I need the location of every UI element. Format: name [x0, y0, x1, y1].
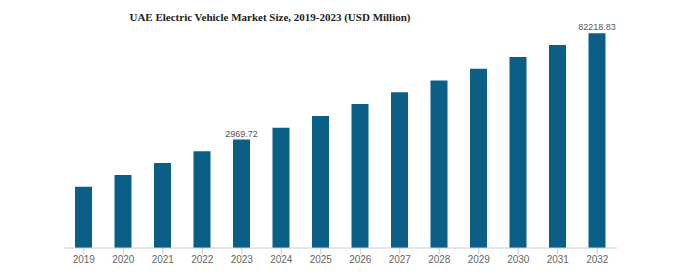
svg-text:2022: 2022 — [191, 254, 214, 265]
svg-text:2030: 2030 — [507, 254, 530, 265]
svg-text:2025: 2025 — [310, 254, 333, 265]
svg-text:2029: 2029 — [468, 254, 491, 265]
svg-text:2032: 2032 — [586, 254, 609, 265]
svg-text:2031: 2031 — [547, 254, 570, 265]
svg-text:2020: 2020 — [112, 254, 135, 265]
svg-text:2027: 2027 — [389, 254, 412, 265]
svg-text:2028: 2028 — [428, 254, 451, 265]
svg-text:2021: 2021 — [152, 254, 175, 265]
svg-text:2019: 2019 — [73, 254, 96, 265]
svg-text:2023: 2023 — [231, 254, 254, 265]
svg-text:2024: 2024 — [270, 254, 293, 265]
svg-text:82218.83: 82218.83 — [578, 22, 616, 32]
svg-text:2969.72: 2969.72 — [225, 129, 258, 139]
html-text:UAE Electric Vehicle Market Si: UAE Electric Vehicle Market Size, 2019-2… — [129, 11, 411, 23]
svg-text:2026: 2026 — [349, 254, 372, 265]
